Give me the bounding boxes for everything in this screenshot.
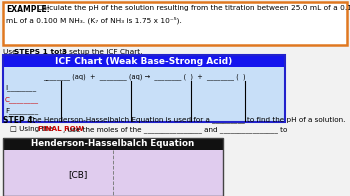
Text: STEP 4:: STEP 4:	[3, 116, 36, 125]
Text: □ Using the: □ Using the	[10, 126, 56, 132]
Text: ICF Chart (Weak Base-Strong Acid): ICF Chart (Weak Base-Strong Acid)	[55, 56, 233, 65]
Bar	[3, 150, 223, 196]
Text: [CB]: [CB]	[68, 170, 88, 179]
Text: , use the moles of the ________________ and ________________ to: , use the moles of the ________________ …	[63, 126, 287, 133]
Text: F________: F________	[5, 107, 38, 114]
Text: FINAL ROW: FINAL ROW	[38, 126, 84, 132]
Text: STEPS 1 to 3: STEPS 1 to 3	[14, 49, 67, 55]
Bar	[3, 2, 347, 45]
Bar	[3, 55, 285, 67]
Text: Calculate the pH of the solution resulting from the titration between 25.0 mL of: Calculate the pH of the solution resulti…	[35, 5, 350, 11]
Text: C________: C________	[5, 96, 39, 103]
Text: ________ (aq)  +  ________ (aq) →  ________ (  )  +  ________ (  ): ________ (aq) + ________ (aq) → ________…	[43, 73, 245, 80]
Bar	[3, 138, 223, 196]
Text: Henderson-Hasselbalch Equation: Henderson-Hasselbalch Equation	[32, 140, 195, 149]
Text: mL of a 0.100 M NH₃. (K₇ of NH₃ is 1.75 x 10⁻⁵).: mL of a 0.100 M NH₃. (K₇ of NH₃ is 1.75 …	[6, 16, 182, 24]
Text: The Henderson-Hasselbalch Equation is used for a _________ to find the pH of a s: The Henderson-Hasselbalch Equation is us…	[26, 116, 345, 123]
Text: I________: I________	[5, 84, 36, 91]
Text: to setup the ICF Chart.: to setup the ICF Chart.	[57, 49, 142, 55]
Bar	[3, 55, 285, 122]
Bar	[3, 67, 285, 122]
Text: Use: Use	[3, 49, 19, 55]
Text: EXAMPLE:: EXAMPLE:	[6, 5, 50, 14]
Bar	[3, 138, 223, 150]
